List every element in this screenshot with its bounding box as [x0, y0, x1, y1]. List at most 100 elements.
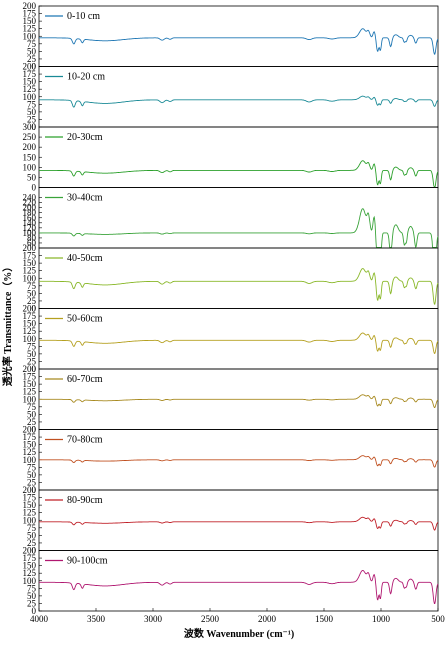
y-tick-label: 125 [23, 266, 37, 276]
series-line-2 [39, 95, 439, 108]
y-tick-label: 140 [23, 218, 37, 228]
x-tick-label: 2000 [258, 614, 277, 624]
y-tick-label: 150 [23, 152, 37, 162]
y-tick-label: 25 [27, 417, 37, 427]
y-tick-label: 75 [27, 281, 37, 291]
legend-label: 10-20 cm [67, 72, 105, 83]
y-tick-label: 100 [23, 31, 37, 41]
y-tick-label: 80 [27, 233, 37, 243]
y-tick-label: 0 [32, 425, 37, 435]
y-tick-label: 150 [23, 319, 37, 329]
y-tick-label: 75 [27, 99, 37, 109]
series-line-6 [39, 332, 439, 354]
x-axis: 4000 3500 3000 2500 2000 1500 1000 500 [30, 608, 445, 624]
y-tick-label: 200 [23, 1, 37, 11]
y-tick-label: 150 [23, 500, 37, 510]
y-tick-label: 200 [23, 304, 37, 314]
legend-label: 30-40cm [67, 193, 103, 204]
y-tick-label: 240 [23, 193, 37, 203]
series-line-10 [39, 570, 439, 605]
y-tick-label: 175 [23, 432, 37, 442]
y-tick-label: 125 [23, 508, 37, 518]
x-tick-label: 500 [431, 614, 445, 624]
y-tick-label: 100 [23, 455, 37, 465]
y-axis-title: 透光率 Transmittance（%） [1, 262, 14, 387]
y-tick-label: 125 [23, 387, 37, 397]
series-line-7 [39, 394, 439, 408]
y-tick-label: 50 [27, 172, 37, 182]
x-tick-label: 1000 [372, 614, 391, 624]
y-tick-label: 200 [23, 62, 37, 72]
y-tick-label: 50 [27, 288, 37, 298]
y-tick-label: 200 [23, 364, 37, 374]
y-tick-label: 180 [23, 208, 37, 218]
legend-label: 70-80cm [67, 435, 103, 446]
y-tick-label: 200 [23, 203, 37, 213]
y-tick-label: 50 [27, 470, 37, 480]
y-tick-label: 150 [23, 258, 37, 268]
y-tick-label: 60 [27, 238, 37, 248]
y-tick-label: 0 [32, 546, 37, 556]
y-tick-label: 100 [23, 394, 37, 404]
y-tick-label: 150 [23, 379, 37, 389]
x-tick-label: 3500 [87, 614, 106, 624]
y-tick-label: 100 [23, 162, 37, 172]
y-tick-label: 100 [23, 92, 37, 102]
y-tick-label: 150 [23, 16, 37, 26]
y-tick-label: 250 [23, 132, 37, 142]
y-tick-label: 125 [23, 326, 37, 336]
y-tick-label: 50 [27, 530, 37, 540]
y-tick-label: 125 [23, 568, 37, 578]
y-tick-label: 100 [23, 273, 37, 283]
y-tick-label: 75 [27, 341, 37, 351]
y-tick-label: 25 [27, 54, 37, 64]
series-line-8 [39, 455, 439, 468]
y-tick-label: 50 [27, 349, 37, 359]
series-line-9 [39, 516, 439, 531]
y-tick-label: 150 [23, 440, 37, 450]
y-tick-label: 50 [27, 107, 37, 117]
y-tick-label: 200 [23, 485, 37, 495]
y-tick-label: 25 [27, 477, 37, 487]
y-tick-label: 125 [23, 84, 37, 94]
series-line-4 [39, 208, 439, 248]
y-tick-label: 175 [23, 553, 37, 563]
x-tick-label: 1500 [315, 614, 334, 624]
y-tick-label: 25 [27, 356, 37, 366]
y-tick-label: 150 [23, 561, 37, 571]
y-tick-label: 0 [32, 183, 37, 193]
y-tick-label: 175 [23, 9, 37, 19]
y-tick-label: 175 [23, 372, 37, 382]
y-tick-label: 175 [23, 493, 37, 503]
y-tick-label: 25 [27, 538, 37, 548]
y-tick-label: 200 [23, 546, 37, 556]
y-tick-label: 160 [23, 213, 37, 223]
y-tick-label: 75 [27, 583, 37, 593]
y-tick-label: 220 [23, 198, 37, 208]
y-tick-label: 0 [32, 485, 37, 495]
y-tick-label: 25 [27, 598, 37, 608]
y-tick-label: 25 [27, 114, 37, 124]
y-tick-label: 200 [23, 142, 37, 152]
x-tick-label: 4000 [30, 614, 49, 624]
legend-label: 40-50cm [67, 253, 103, 264]
y-tick-label: 0 [32, 122, 37, 132]
y-tick-label: 50 [27, 46, 37, 56]
legend-label: 80-90cm [67, 495, 103, 506]
y-tick-label: 175 [23, 69, 37, 79]
y-tick-label: 50 [27, 591, 37, 601]
y-tick-label: 100 [23, 515, 37, 525]
x-axis-title: 波数 Wavenumber (cm⁻¹) [184, 627, 294, 640]
y-tick-label: 200 [23, 243, 37, 253]
y-tick-label: 200 [23, 425, 37, 435]
y-tick-label: 125 [23, 24, 37, 34]
y-tick-label: 150 [23, 77, 37, 87]
